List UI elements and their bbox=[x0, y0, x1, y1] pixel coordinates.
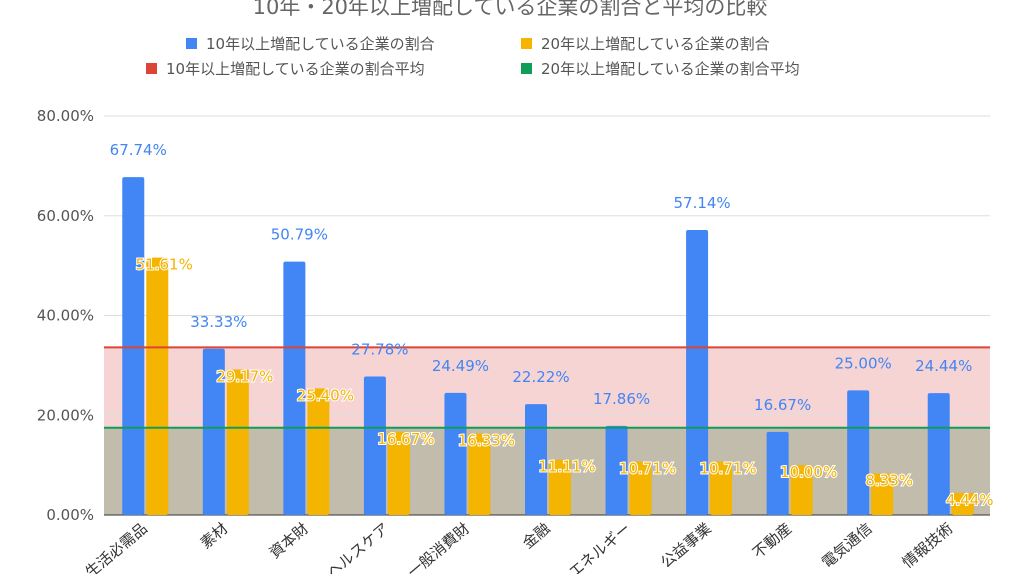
bar bbox=[549, 459, 571, 515]
bar bbox=[871, 473, 894, 515]
x-tick-label: ヘルスケア bbox=[323, 519, 392, 574]
bar bbox=[468, 433, 491, 515]
bar bbox=[226, 369, 249, 515]
data-labels: 67.74% 51.61% 33.33% 29.17% 50.79% 25.40% 27.7… bbox=[110, 141, 995, 510]
x-tick-label: 電気通信 bbox=[818, 519, 876, 571]
data-label: 25.40% bbox=[297, 386, 354, 404]
x-tick-label: 情報技術 bbox=[899, 519, 957, 571]
y-tick-label: 80.00% bbox=[37, 107, 94, 125]
legend-swatch bbox=[186, 38, 197, 49]
x-tick-label: 生活必需品 bbox=[82, 519, 151, 574]
bar bbox=[686, 230, 709, 515]
x-tick-label: エネルギー bbox=[565, 519, 634, 574]
data-label: 10.00% bbox=[780, 463, 837, 481]
data-label: 50.79% bbox=[271, 226, 328, 244]
data-label: 16.67% bbox=[754, 396, 811, 414]
y-tick-label: 20.00% bbox=[37, 406, 94, 424]
bar bbox=[766, 431, 789, 515]
y-tick-label: 60.00% bbox=[37, 207, 94, 225]
data-label: 67.74% bbox=[110, 141, 167, 159]
data-label: 8.33% bbox=[865, 471, 913, 489]
data-label: 33.33% bbox=[190, 313, 247, 331]
data-label: 27.78% bbox=[351, 340, 408, 358]
data-label: 10.71% bbox=[619, 460, 676, 478]
data-label: 10.71% bbox=[699, 460, 756, 478]
average-lines bbox=[104, 346, 990, 429]
legend-swatch bbox=[521, 63, 532, 74]
bar bbox=[122, 177, 145, 516]
legend-label: 20年以上増配している企業の割合 bbox=[541, 35, 770, 53]
data-label: 57.14% bbox=[673, 194, 730, 212]
data-label: 25.00% bbox=[835, 354, 892, 372]
bars bbox=[122, 177, 974, 516]
bar bbox=[444, 392, 467, 515]
bar bbox=[363, 376, 386, 515]
bar bbox=[307, 388, 330, 515]
bar bbox=[525, 404, 547, 515]
data-label: 4.44% bbox=[946, 491, 994, 509]
x-tick-label: 公益事業 bbox=[657, 519, 715, 571]
x-tick-label: 不動産 bbox=[749, 519, 795, 562]
x-tick-label: 一般消費財 bbox=[404, 519, 473, 574]
bar bbox=[951, 492, 974, 515]
legend-swatch bbox=[146, 63, 157, 74]
x-tick-label: 資本財 bbox=[266, 519, 312, 562]
data-label: 17.86% bbox=[593, 390, 650, 408]
data-label: 29.17% bbox=[216, 368, 273, 386]
gridlines: 0.00% 20.00% 40.00% 60.00% 80.00% bbox=[37, 107, 990, 524]
x-tick-label: 素材 bbox=[197, 519, 232, 552]
bar bbox=[387, 431, 410, 515]
data-label: 16.33% bbox=[458, 432, 515, 450]
chart-title: 10年・20年以上増配している企業の割合と平均の比較 bbox=[253, 0, 768, 19]
x-tick-label: 金融 bbox=[519, 519, 554, 552]
legend-swatch bbox=[521, 38, 532, 49]
bar bbox=[605, 425, 628, 515]
legend-label: 20年以上増配している企業の割合平均 bbox=[541, 60, 800, 78]
bar bbox=[146, 257, 169, 515]
y-tick-label: 0.00% bbox=[46, 506, 94, 524]
data-label: 51.61% bbox=[136, 256, 193, 274]
x-axis: 生活必需品 素材 資本財 ヘルスケア 一般消費財 金融 エネルギー 公益事業 不動産 電気通信 情報… bbox=[82, 519, 956, 574]
legend-label: 10年以上増配している企業の割合 bbox=[206, 35, 435, 53]
legend-label: 10年以上増配している企業の割合平均 bbox=[166, 60, 425, 78]
bar bbox=[283, 261, 306, 515]
y-tick-label: 40.00% bbox=[37, 307, 94, 325]
data-label: 16.67% bbox=[377, 430, 434, 448]
bar bbox=[710, 461, 733, 515]
legend: 10年以上増配している企業の割合 20年以上増配している企業の割合 10年以上増配し… bbox=[146, 35, 800, 78]
data-label: 24.49% bbox=[432, 357, 489, 375]
bar bbox=[847, 390, 870, 515]
bar bbox=[629, 461, 652, 515]
bar bbox=[790, 465, 813, 515]
data-label: 22.22% bbox=[512, 368, 569, 386]
bar bbox=[202, 348, 225, 515]
data-label: 24.44% bbox=[915, 357, 972, 375]
bar bbox=[927, 393, 950, 515]
data-label: 11.11% bbox=[538, 458, 595, 476]
